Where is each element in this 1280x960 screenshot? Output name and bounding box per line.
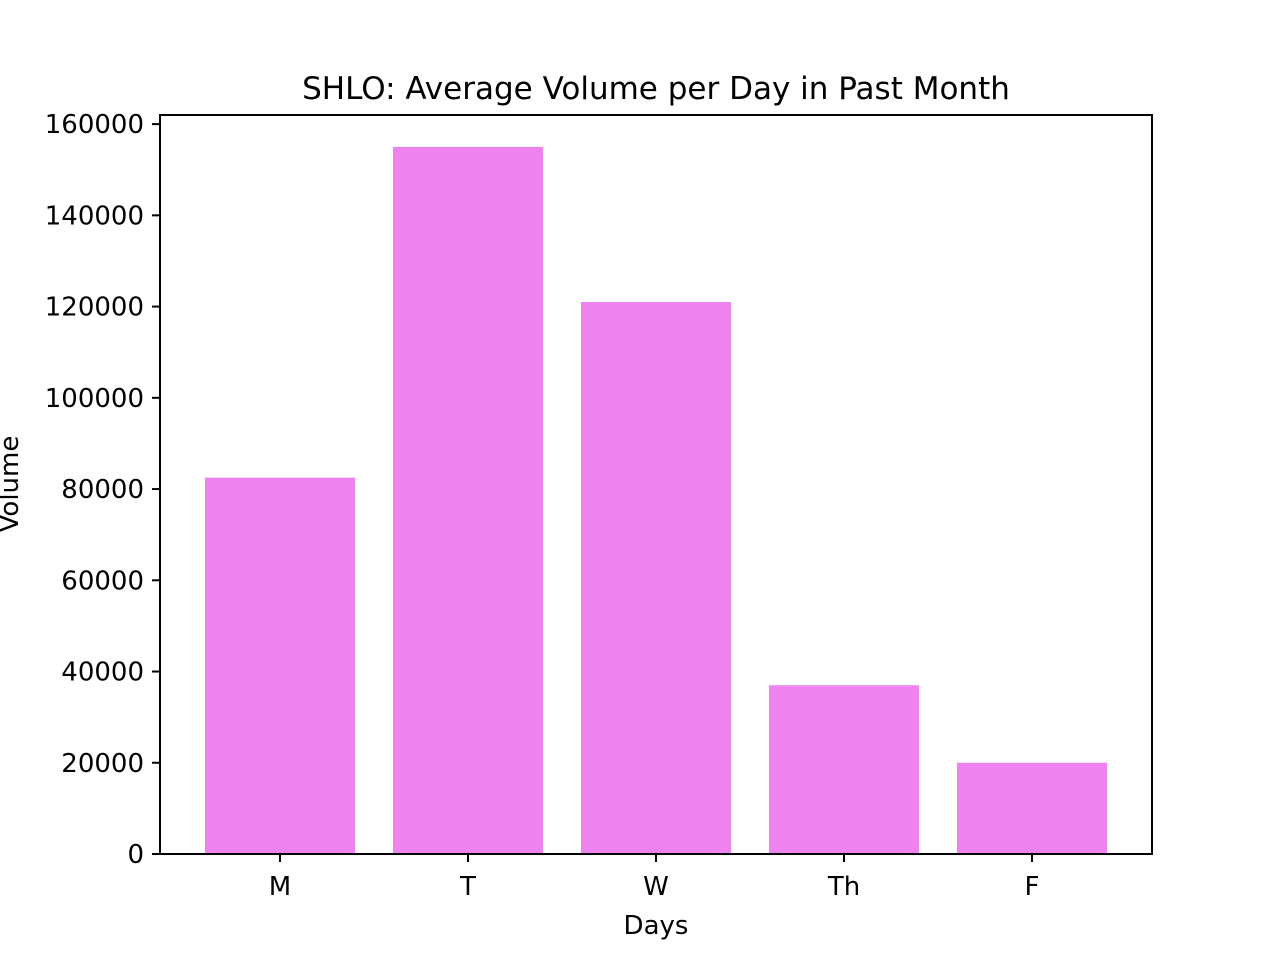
bar-t	[393, 146, 543, 854]
y-tick-label: 40000	[61, 658, 144, 688]
x-axis: M T W Th F	[269, 854, 1040, 902]
y-tick-label: 60000	[61, 566, 144, 596]
bar-w	[581, 302, 731, 854]
y-tick-label: 160000	[45, 110, 144, 140]
y-tick-label: 20000	[61, 749, 144, 779]
y-tick-label: 80000	[61, 475, 144, 505]
x-tick-label: T	[459, 872, 476, 902]
plot-area-frame	[159, 114, 1153, 855]
x-tick-label: W	[643, 872, 669, 902]
chart-title: SHLO: Average Volume per Day in Past Mon…	[302, 71, 1010, 107]
y-tick-label: 0	[127, 840, 144, 870]
x-tick-label: Th	[827, 872, 860, 902]
bar-m	[205, 477, 355, 854]
y-axis-label: Volume	[0, 436, 25, 533]
x-tick-label: F	[1025, 872, 1040, 902]
x-axis-label: Days	[624, 911, 689, 941]
bars-layer	[205, 146, 1107, 854]
y-axis: 0 20000 40000 60000 80000 100000 120000 140000 1…	[45, 110, 160, 870]
x-tick-label: M	[269, 872, 291, 902]
y-tick-label: 140000	[45, 201, 144, 231]
bar-f	[957, 762, 1107, 854]
y-tick-label: 120000	[45, 293, 144, 323]
bar-th	[769, 685, 919, 854]
y-tick-label: 100000	[45, 384, 144, 414]
